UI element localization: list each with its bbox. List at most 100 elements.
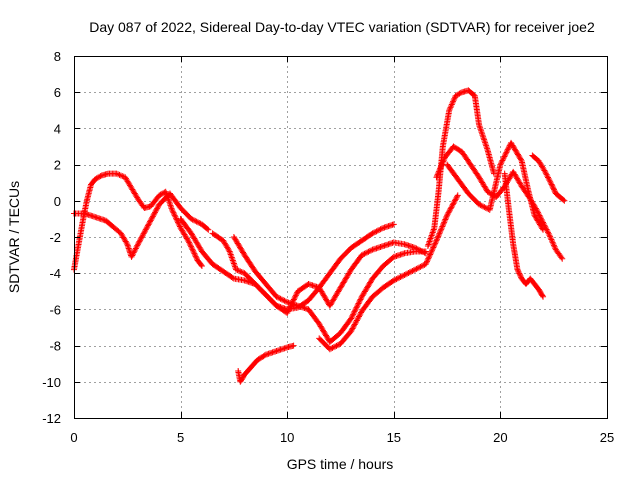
data-point bbox=[548, 237, 555, 244]
data-point bbox=[412, 266, 419, 273]
data-point bbox=[374, 227, 381, 234]
data-point bbox=[351, 322, 358, 329]
data-point bbox=[451, 95, 458, 102]
data-point bbox=[426, 238, 433, 245]
data-point bbox=[547, 180, 554, 187]
data-point bbox=[438, 224, 445, 231]
data-point bbox=[433, 174, 440, 181]
data-point bbox=[498, 160, 505, 167]
data-point bbox=[137, 237, 144, 244]
data-point bbox=[328, 345, 335, 352]
data-point bbox=[353, 317, 360, 324]
data-point bbox=[422, 261, 429, 268]
data-point bbox=[398, 273, 405, 280]
data-point bbox=[501, 153, 508, 160]
data-point bbox=[188, 243, 195, 250]
data-point bbox=[135, 239, 142, 246]
data-point bbox=[280, 297, 287, 304]
data-point bbox=[192, 253, 199, 260]
data-point bbox=[546, 177, 553, 184]
data-point bbox=[188, 244, 195, 251]
data-point bbox=[429, 245, 436, 252]
data-point bbox=[478, 129, 485, 136]
data-point bbox=[478, 202, 485, 209]
data-point bbox=[446, 208, 453, 215]
data-point bbox=[551, 187, 558, 194]
data-point bbox=[450, 200, 457, 207]
data-point bbox=[540, 220, 547, 227]
data-point bbox=[332, 343, 339, 350]
data-point bbox=[176, 223, 183, 230]
data-point bbox=[451, 197, 458, 204]
data-point bbox=[230, 259, 237, 266]
x-tick-label: 25 bbox=[600, 430, 614, 445]
data-point bbox=[171, 211, 178, 218]
y-tick-label: 8 bbox=[54, 49, 61, 64]
data-point bbox=[480, 135, 487, 142]
chart-title: Day 087 of 2022, Sidereal Day-to-day VTE… bbox=[89, 19, 595, 35]
data-point bbox=[548, 236, 555, 243]
data-point bbox=[145, 221, 152, 228]
y-tick-label: 0 bbox=[54, 194, 61, 209]
data-point bbox=[186, 240, 193, 247]
data-point bbox=[377, 226, 384, 233]
data-point bbox=[444, 212, 451, 219]
data-point bbox=[228, 253, 235, 260]
data-point bbox=[326, 346, 333, 353]
data-point bbox=[440, 220, 447, 227]
data-point bbox=[425, 241, 432, 248]
data-point bbox=[166, 199, 173, 206]
data-point bbox=[390, 277, 397, 284]
x-tick-label: 20 bbox=[493, 430, 507, 445]
series-track-8 bbox=[424, 87, 498, 250]
y-tick-label: -12 bbox=[42, 411, 61, 426]
data-point bbox=[480, 203, 487, 210]
data-point bbox=[441, 217, 448, 224]
data-point bbox=[187, 242, 194, 249]
data-point bbox=[175, 220, 182, 227]
data-point bbox=[351, 321, 358, 328]
data-point bbox=[119, 173, 126, 180]
data-point bbox=[424, 256, 431, 263]
y-tick-label: -10 bbox=[42, 375, 61, 390]
data-point bbox=[539, 292, 546, 299]
data-point bbox=[434, 234, 441, 241]
y-tick-label: 6 bbox=[54, 85, 61, 100]
data-point bbox=[454, 193, 461, 200]
data-point bbox=[435, 231, 442, 238]
data-point bbox=[290, 342, 297, 349]
data-point bbox=[430, 226, 437, 233]
data-point bbox=[497, 161, 504, 168]
data-point bbox=[360, 251, 367, 258]
data-point bbox=[113, 170, 120, 177]
data-point bbox=[234, 267, 241, 274]
data-point bbox=[190, 247, 197, 254]
data-point bbox=[191, 250, 198, 257]
data-point bbox=[437, 165, 444, 172]
data-point bbox=[117, 172, 124, 179]
data-point bbox=[425, 240, 432, 247]
data-point bbox=[115, 171, 122, 178]
data-point bbox=[481, 204, 488, 211]
series-track-11 bbox=[501, 170, 547, 300]
data-point bbox=[545, 230, 552, 237]
data-point bbox=[424, 243, 431, 250]
data-point bbox=[231, 262, 238, 269]
data-point bbox=[405, 269, 412, 276]
axis-ticks bbox=[74, 56, 608, 419]
data-point bbox=[205, 226, 212, 233]
data-point bbox=[440, 157, 447, 164]
data-point bbox=[355, 313, 362, 320]
grid bbox=[74, 56, 607, 418]
data-point bbox=[149, 214, 156, 221]
data-point bbox=[284, 310, 291, 317]
axis-tick-labels: 0 5 10 15 20 25 -12 -10 -8 -6 -4 -2 0 2 4 6 8 bbox=[42, 49, 614, 445]
data-point bbox=[478, 127, 485, 134]
data-point bbox=[427, 250, 434, 257]
data-point bbox=[448, 204, 455, 211]
x-tick-label: 5 bbox=[177, 430, 184, 445]
data-point bbox=[477, 124, 484, 131]
data-point bbox=[131, 248, 138, 255]
data-point bbox=[428, 248, 435, 255]
